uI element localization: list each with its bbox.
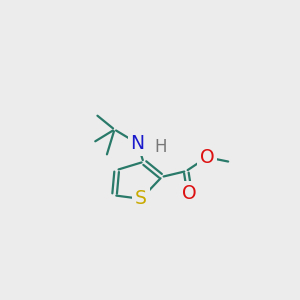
Text: O: O [182, 184, 197, 202]
Text: O: O [200, 148, 214, 167]
Text: H: H [154, 138, 167, 156]
Text: N: N [130, 134, 145, 153]
Text: S: S [135, 189, 147, 208]
